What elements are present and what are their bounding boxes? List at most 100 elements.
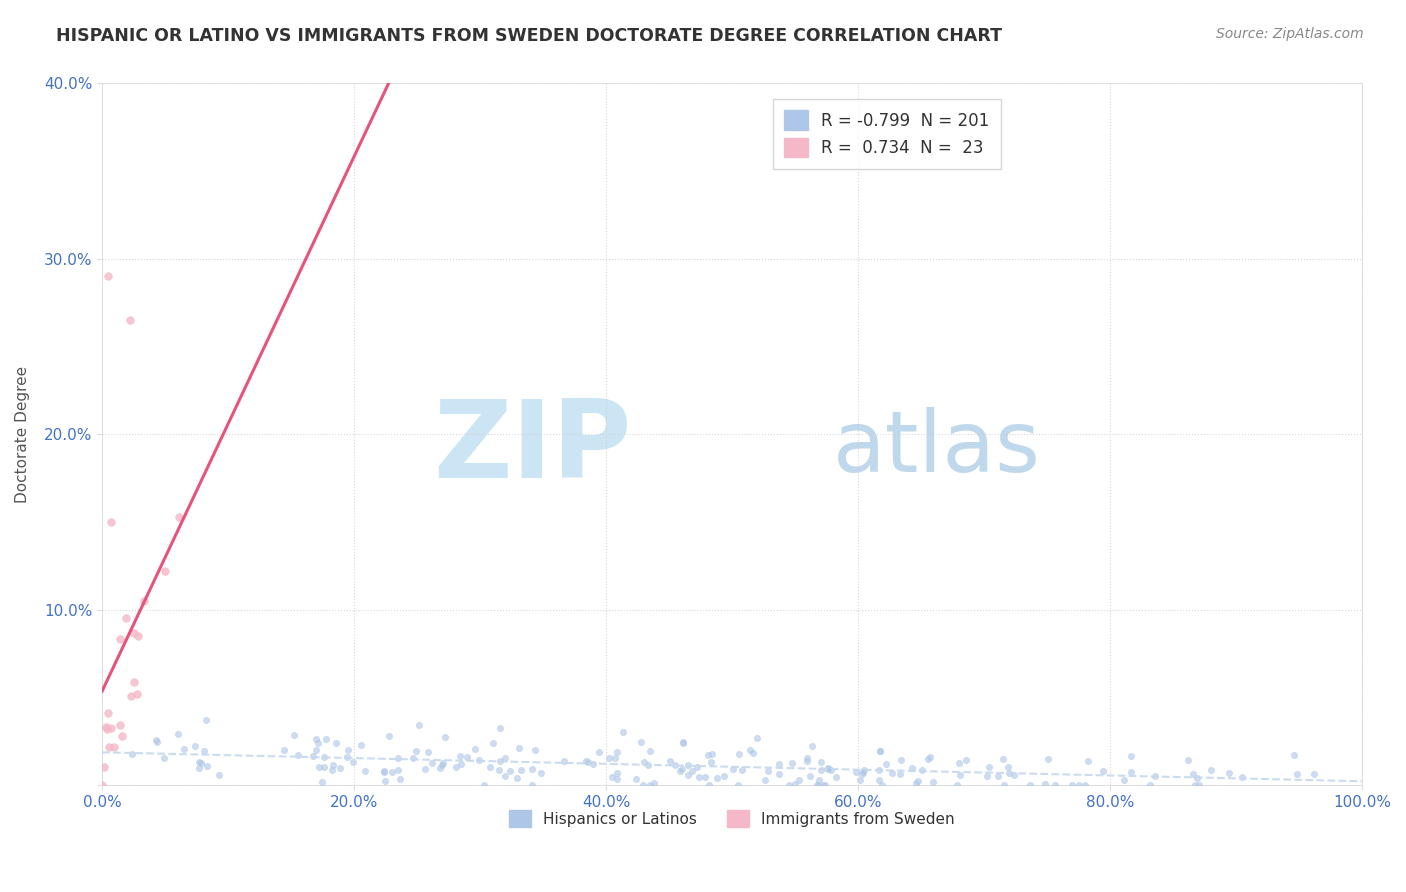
Point — [97, 706, 120, 720]
Point — [418, 745, 440, 759]
Point — [520, 762, 543, 776]
Point — [600, 770, 623, 784]
Point — [911, 763, 934, 777]
Point — [489, 721, 512, 735]
Text: ZIP: ZIP — [433, 395, 631, 501]
Point — [350, 739, 373, 753]
Point — [987, 769, 1010, 783]
Point — [336, 750, 359, 764]
Point — [745, 731, 768, 745]
Point — [713, 769, 735, 783]
Point — [756, 764, 779, 778]
Point — [697, 747, 720, 762]
Point — [699, 778, 721, 792]
Point — [405, 744, 427, 758]
Point — [606, 745, 628, 759]
Point — [612, 725, 634, 739]
Point — [1091, 764, 1114, 779]
Point — [506, 771, 529, 785]
Point — [302, 749, 325, 764]
Point — [808, 773, 831, 788]
Point — [637, 758, 659, 772]
Point — [127, 629, 149, 643]
Point — [706, 771, 728, 785]
Point — [813, 778, 835, 792]
Point — [810, 755, 832, 769]
Point — [433, 730, 456, 744]
Point — [754, 773, 776, 788]
Point — [1218, 766, 1240, 780]
Point — [307, 736, 329, 750]
Point — [782, 756, 804, 770]
Point — [606, 772, 628, 787]
Point — [1230, 770, 1253, 784]
Point — [976, 769, 998, 783]
Point — [193, 744, 215, 758]
Point — [125, 687, 148, 701]
Point — [115, 611, 138, 625]
Point — [325, 736, 347, 750]
Point — [499, 764, 522, 779]
Point — [153, 564, 176, 578]
Point — [633, 778, 655, 792]
Point — [852, 763, 875, 777]
Text: Source: ZipAtlas.com: Source: ZipAtlas.com — [1216, 27, 1364, 41]
Point — [672, 736, 695, 750]
Point — [669, 764, 692, 778]
Point — [671, 762, 693, 776]
Point — [321, 763, 343, 777]
Point — [1114, 772, 1136, 787]
Point — [195, 759, 218, 773]
Point — [96, 722, 118, 736]
Point — [638, 744, 661, 758]
Point — [869, 744, 891, 758]
Point — [145, 733, 167, 747]
Point — [468, 753, 491, 767]
Point — [1119, 765, 1142, 780]
Point — [287, 747, 309, 762]
Point — [1062, 778, 1084, 792]
Point — [118, 313, 141, 327]
Point — [208, 768, 231, 782]
Point — [977, 760, 1000, 774]
Point — [190, 756, 212, 771]
Point — [582, 756, 605, 771]
Point — [817, 762, 839, 776]
Point — [508, 741, 530, 756]
Point — [1184, 778, 1206, 792]
Point — [890, 753, 912, 767]
Point — [273, 743, 295, 757]
Point — [686, 760, 709, 774]
Point — [801, 739, 824, 753]
Point — [432, 757, 454, 772]
Point — [373, 765, 395, 780]
Point — [124, 674, 146, 689]
Point — [413, 762, 436, 776]
Point — [814, 778, 837, 792]
Point — [1181, 767, 1204, 781]
Point — [187, 761, 209, 775]
Point — [624, 772, 647, 786]
Point — [100, 721, 122, 735]
Point — [997, 760, 1019, 774]
Point — [598, 750, 620, 764]
Point — [449, 749, 471, 764]
Point — [1002, 768, 1025, 782]
Point — [948, 756, 970, 771]
Point — [1177, 754, 1199, 768]
Point — [1139, 778, 1161, 792]
Point — [169, 509, 191, 524]
Point — [880, 766, 903, 780]
Point — [120, 690, 142, 704]
Point — [1303, 767, 1326, 781]
Point — [184, 739, 207, 754]
Point — [1019, 778, 1042, 792]
Point — [495, 751, 517, 765]
Point — [728, 747, 751, 762]
Point — [378, 729, 401, 743]
Point — [700, 755, 723, 769]
Point — [875, 757, 897, 772]
Point — [904, 775, 927, 789]
Point — [494, 769, 516, 783]
Point — [510, 763, 533, 777]
